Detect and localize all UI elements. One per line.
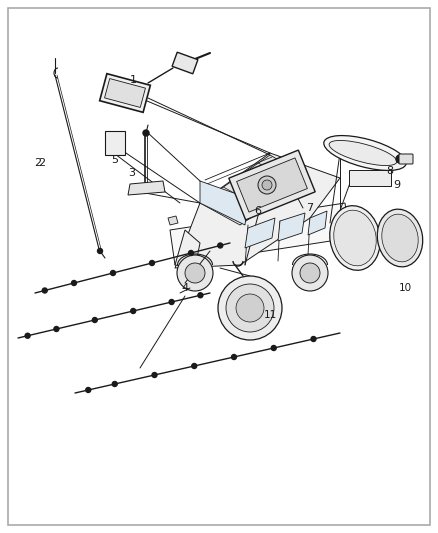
Ellipse shape (382, 214, 418, 262)
Circle shape (152, 373, 157, 377)
Circle shape (54, 327, 59, 332)
Text: 1: 1 (130, 75, 137, 85)
Polygon shape (175, 153, 340, 268)
Polygon shape (175, 230, 200, 268)
Circle shape (86, 387, 91, 392)
Circle shape (300, 263, 320, 283)
Circle shape (198, 293, 203, 298)
Circle shape (218, 276, 282, 340)
Circle shape (218, 243, 223, 248)
Circle shape (236, 294, 264, 322)
Polygon shape (99, 74, 150, 112)
Polygon shape (237, 158, 307, 212)
Circle shape (185, 263, 205, 283)
Circle shape (131, 309, 136, 313)
FancyBboxPatch shape (349, 170, 391, 186)
Text: 11: 11 (263, 310, 277, 320)
Polygon shape (128, 181, 165, 195)
FancyBboxPatch shape (105, 131, 125, 155)
Text: 6: 6 (254, 206, 261, 216)
Text: 9: 9 (393, 180, 401, 190)
Circle shape (143, 130, 149, 136)
Ellipse shape (324, 135, 406, 171)
Circle shape (98, 248, 102, 254)
Text: 4: 4 (181, 283, 189, 293)
Circle shape (177, 255, 213, 291)
Circle shape (226, 284, 274, 332)
Polygon shape (245, 218, 275, 248)
Circle shape (112, 382, 117, 386)
Text: 5: 5 (112, 155, 119, 165)
Polygon shape (278, 213, 305, 241)
Polygon shape (229, 150, 315, 220)
Text: 8: 8 (386, 166, 394, 176)
Circle shape (188, 251, 194, 255)
Polygon shape (200, 181, 248, 225)
Text: 2: 2 (35, 158, 42, 168)
Circle shape (262, 180, 272, 190)
Ellipse shape (330, 206, 380, 270)
Circle shape (110, 271, 116, 276)
Polygon shape (308, 211, 327, 235)
Ellipse shape (329, 140, 397, 166)
Text: 3: 3 (128, 168, 135, 178)
Circle shape (42, 288, 47, 293)
Circle shape (149, 261, 155, 265)
Circle shape (271, 345, 276, 351)
Text: 2: 2 (39, 158, 46, 168)
Circle shape (71, 280, 77, 286)
Circle shape (92, 318, 97, 322)
Ellipse shape (377, 209, 423, 267)
Polygon shape (105, 78, 145, 108)
Polygon shape (172, 52, 198, 74)
Polygon shape (170, 203, 350, 265)
Circle shape (232, 354, 237, 359)
Circle shape (258, 176, 276, 194)
Circle shape (292, 255, 328, 291)
Polygon shape (168, 216, 178, 225)
Text: 7: 7 (307, 203, 314, 213)
Circle shape (192, 364, 197, 368)
Ellipse shape (334, 210, 376, 266)
Polygon shape (200, 155, 310, 225)
Circle shape (311, 336, 316, 342)
FancyBboxPatch shape (399, 154, 413, 164)
Circle shape (169, 300, 174, 304)
Circle shape (25, 333, 30, 338)
Circle shape (396, 155, 404, 163)
Text: 10: 10 (399, 283, 412, 293)
